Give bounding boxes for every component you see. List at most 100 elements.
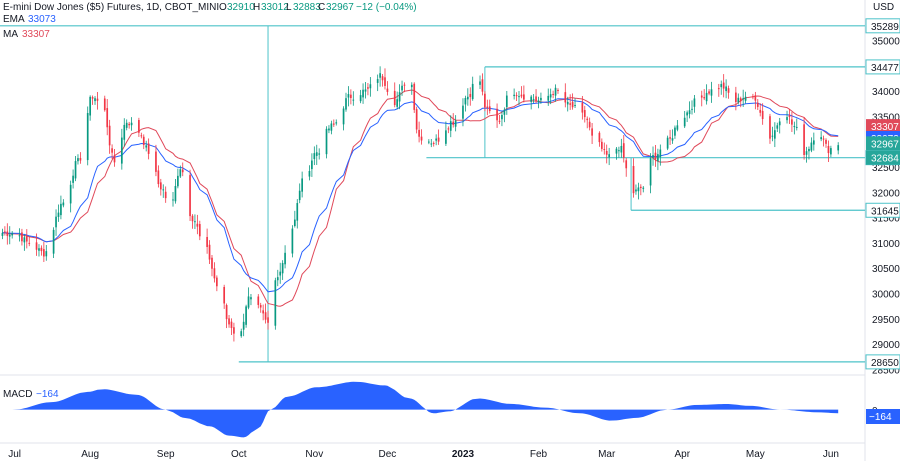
macd-histogram — [2, 381, 839, 438]
candle-body — [345, 98, 347, 110]
candle-body — [830, 148, 832, 155]
candle-body — [688, 110, 691, 115]
candle-body — [420, 136, 423, 141]
candle-body — [754, 95, 757, 101]
candle-body — [40, 247, 43, 252]
candle-body — [62, 202, 65, 206]
candle-body — [620, 145, 623, 153]
price-tick-label: 34000 — [872, 87, 900, 98]
candle-body — [45, 251, 48, 257]
candle-body — [447, 128, 450, 130]
candle-body — [315, 152, 318, 156]
candle-body — [569, 103, 572, 105]
candle-body — [810, 142, 813, 151]
price-tick-label: 30000 — [872, 290, 900, 301]
price-tick-label: 32000 — [872, 188, 900, 199]
candle-body — [622, 143, 625, 158]
candle-body — [250, 297, 252, 300]
candle-body — [130, 122, 133, 126]
candle-body — [535, 96, 537, 101]
level-badge — [865, 202, 900, 218]
price-badge-label: 32967 — [871, 139, 899, 150]
candle-body — [503, 109, 506, 115]
candle-body — [540, 97, 542, 101]
candle-body — [274, 280, 277, 326]
candle-body — [296, 203, 299, 221]
candle-body — [603, 149, 606, 151]
candle-body — [600, 141, 603, 149]
candle-body — [722, 82, 725, 89]
candle-body — [369, 84, 372, 89]
price-tick-label: 31000 — [872, 239, 900, 250]
candle-body — [410, 84, 413, 88]
candle-body — [484, 93, 486, 108]
candle-body — [671, 138, 674, 141]
candle-body — [147, 143, 150, 154]
candle-body — [367, 87, 369, 89]
candle-body — [308, 170, 311, 177]
macd-legend-label[interactable]: MACD — [3, 389, 32, 400]
candle-body — [437, 137, 440, 142]
ohlc-high-value: 33012 — [261, 2, 289, 13]
candle-body — [330, 123, 333, 131]
candle-body — [386, 88, 389, 92]
candle-body — [335, 122, 338, 124]
candle-body — [691, 108, 693, 110]
candle-body — [761, 110, 764, 120]
candle-body — [413, 83, 416, 110]
candle-body — [657, 154, 659, 162]
candle-body — [486, 106, 489, 108]
candle-body — [23, 237, 26, 243]
candle-body — [537, 100, 540, 103]
candle-body — [676, 125, 679, 130]
ohlc-low-value: 32883 — [293, 2, 321, 13]
ma-legend-label[interactable]: MA — [3, 29, 18, 40]
candle-body — [311, 160, 313, 170]
candle-body — [654, 152, 657, 160]
candle-body — [498, 120, 501, 122]
candle-body — [35, 242, 38, 250]
candle-body — [43, 249, 45, 257]
candle-body — [74, 161, 77, 179]
candle-body — [418, 129, 420, 137]
candle-body — [223, 286, 226, 304]
level-badge-label: 34477 — [871, 63, 899, 74]
candle-body — [803, 124, 805, 156]
candle-body — [381, 76, 384, 81]
candle-body — [574, 104, 576, 106]
candle-body — [242, 321, 245, 330]
candle-body — [384, 77, 386, 86]
candle-body — [449, 121, 452, 131]
candle-body — [552, 93, 554, 95]
candle-body — [649, 158, 652, 186]
candle-body — [615, 148, 618, 154]
candle-body — [778, 121, 781, 126]
candle-body — [401, 85, 403, 91]
candle-body — [637, 187, 640, 192]
candle-body — [515, 95, 518, 97]
candle-body — [756, 102, 759, 107]
candle-body — [471, 83, 474, 100]
candle-body — [586, 118, 589, 121]
candle-body — [179, 169, 182, 177]
candle-body — [89, 96, 92, 116]
candle-body — [547, 95, 550, 101]
candle-body — [605, 150, 608, 155]
ema-legend-label[interactable]: EMA — [3, 14, 25, 25]
candle-body — [123, 124, 126, 140]
candle-body — [103, 98, 106, 111]
candle-body — [776, 125, 779, 129]
candle-body — [591, 128, 593, 136]
candle-body — [276, 277, 279, 281]
candle-body — [683, 117, 686, 127]
candle-body — [228, 318, 230, 325]
candle-body — [191, 215, 194, 222]
candle-body — [737, 97, 740, 103]
candle-body — [703, 97, 706, 99]
candle-body — [632, 166, 635, 194]
candle-body — [812, 140, 815, 145]
time-axis[interactable]: Jul Aug Sep Oct Nov Dec 2023 Feb Mar Apr May Jun — [8, 449, 839, 460]
candle-body — [145, 145, 148, 148]
